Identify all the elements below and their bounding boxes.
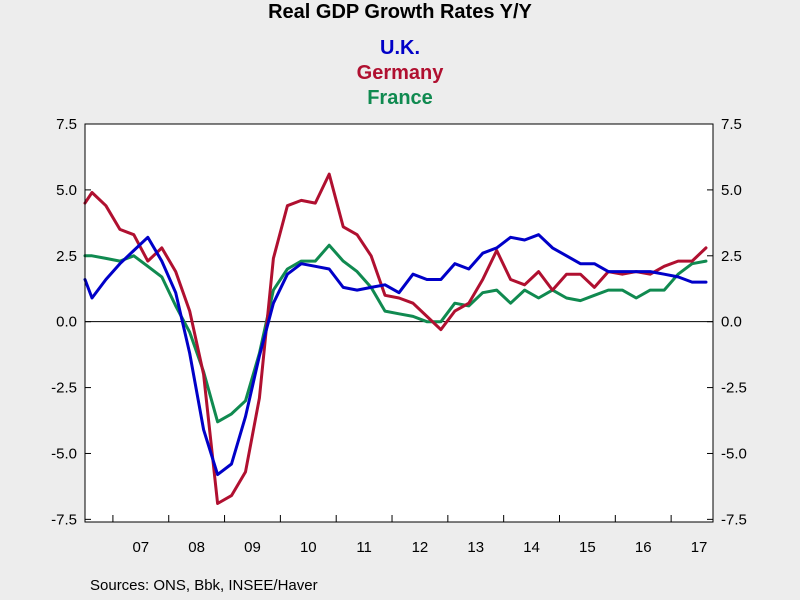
- source-note: Sources: ONS, Bbk, INSEE/Haver: [90, 577, 318, 594]
- y-tick-label-right: 7.5: [721, 116, 742, 133]
- plot-area: [85, 124, 713, 522]
- y-tick-label-right: -2.5: [721, 380, 747, 397]
- y-tick-label-left: 7.5: [56, 116, 77, 133]
- x-tick-label: 11: [356, 539, 372, 556]
- x-tick-label: 08: [188, 539, 205, 556]
- x-tick-label: 17: [691, 539, 708, 556]
- x-tick-label: 13: [467, 539, 484, 556]
- y-tick-label-left: -2.5: [51, 380, 77, 397]
- x-tick-label: 12: [412, 539, 429, 556]
- x-tick-label: 10: [300, 539, 317, 556]
- x-tick-label: 09: [244, 539, 261, 556]
- y-tick-label-right: 0.0: [721, 314, 742, 331]
- y-tick-label-left: 0.0: [56, 314, 77, 331]
- series-line-germany: [83, 172, 708, 505]
- y-tick-label-left: 5.0: [56, 182, 77, 199]
- y-tick-label-right: 5.0: [721, 182, 742, 199]
- x-tick-label: 15: [579, 539, 596, 556]
- chart-title: Real GDP Growth Rates Y/Y: [268, 1, 532, 23]
- legend-france: France: [367, 87, 433, 109]
- x-tick-label: 16: [635, 539, 652, 556]
- y-tick-label-right: -5.0: [721, 445, 747, 462]
- y-tick-label-right: 2.5: [721, 248, 742, 265]
- legend-uk: U.K.: [380, 37, 420, 59]
- x-tick-label: 14: [523, 539, 540, 556]
- series-line-uk: [83, 233, 708, 477]
- x-tick-label: 07: [132, 539, 149, 556]
- y-tick-label-right: -7.5: [721, 511, 747, 528]
- legend-germany: Germany: [356, 62, 444, 84]
- y-tick-label-left: -7.5: [51, 511, 77, 528]
- y-tick-label-left: -5.0: [51, 445, 77, 462]
- plot-frame: [84, 123, 714, 523]
- y-tick-label-left: 2.5: [56, 248, 77, 265]
